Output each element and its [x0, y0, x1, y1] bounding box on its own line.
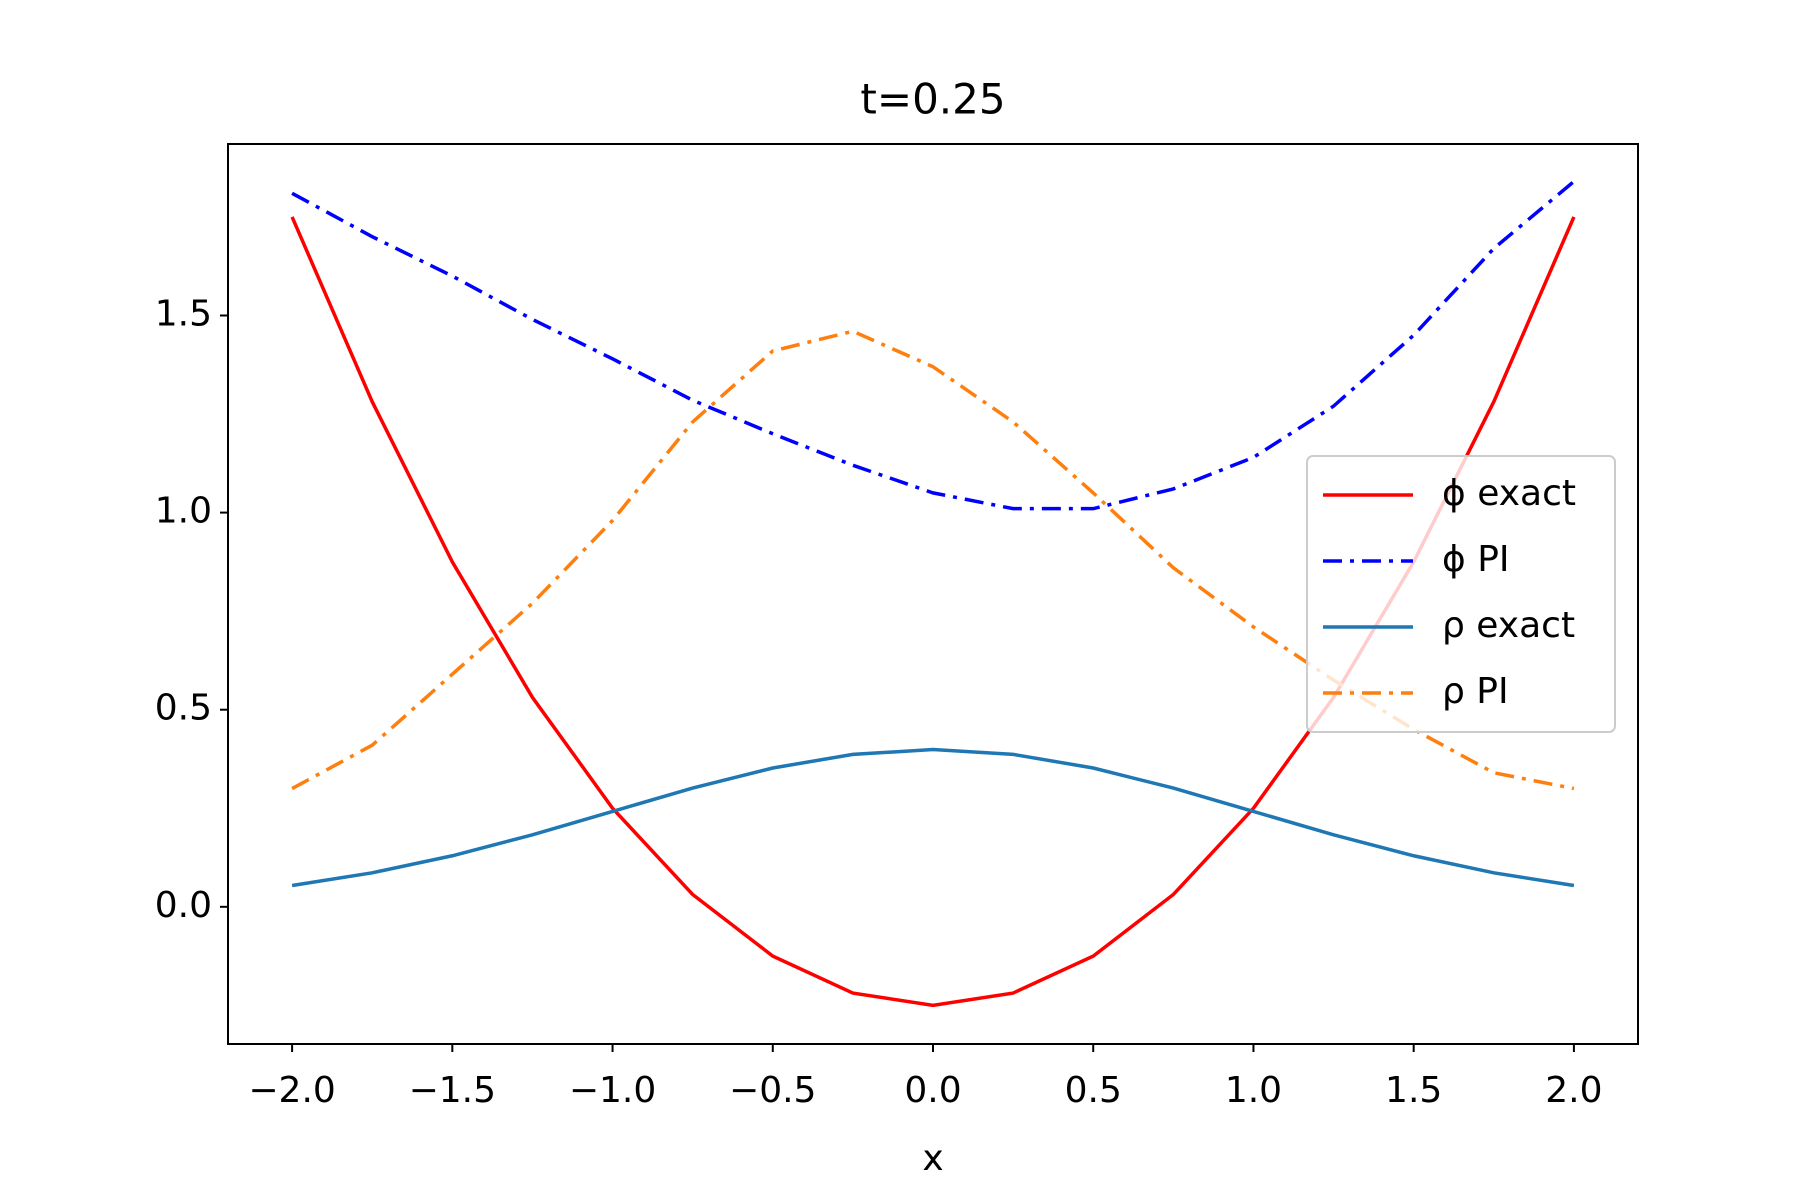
x-tick-label: 1.5 [1385, 1070, 1442, 1111]
x-tick-label: −0.5 [729, 1070, 816, 1111]
series-line [291, 747, 1575, 888]
x-tick-label: −1.0 [569, 1070, 656, 1111]
y-tick-label: 0.0 [155, 885, 212, 926]
y-tick-label: 1.0 [155, 491, 212, 532]
legend-label: ρ PI [1442, 671, 1509, 712]
y-tick-label: 0.5 [155, 688, 212, 729]
legend-label: ρ exact [1442, 605, 1575, 646]
chart-title: t=0.25 [860, 75, 1005, 124]
legend-box [1306, 455, 1616, 733]
x-tick-label: 1.0 [1225, 1070, 1282, 1111]
x-tick-label: 2.0 [1545, 1070, 1602, 1111]
x-tick-label: −2.0 [248, 1070, 335, 1111]
legend-label: ϕ PI [1442, 539, 1510, 580]
x-tick-label: 0.5 [1065, 1070, 1122, 1111]
series-line [291, 180, 1576, 511]
legend-label: ϕ exact [1442, 473, 1576, 514]
x-tick-label: −1.5 [409, 1070, 496, 1111]
x-axis-label: x [922, 1138, 943, 1179]
x-tick-label: 0.0 [904, 1070, 961, 1111]
y-tick-label: 1.5 [155, 293, 212, 334]
